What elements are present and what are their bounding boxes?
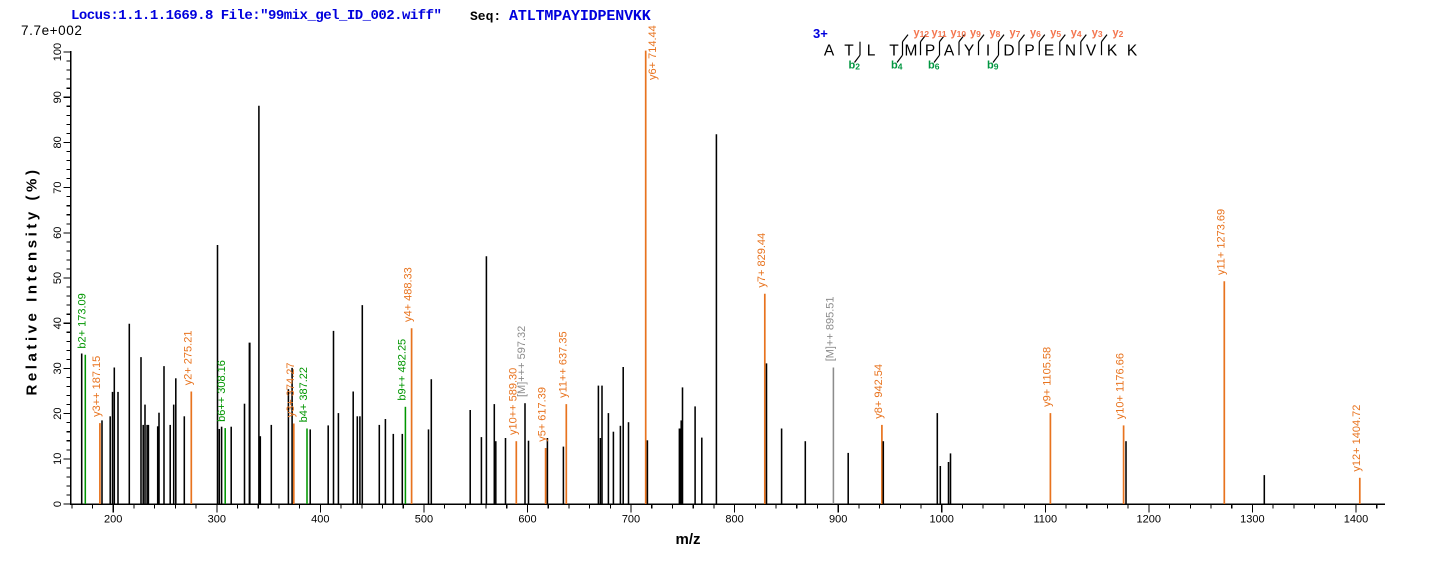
svg-text:y8+ 942.54: y8+ 942.54 [873, 364, 885, 419]
svg-text:y10+ 1176.66: y10+ 1176.66 [1115, 353, 1127, 419]
svg-text:[M]++ 895.51: [M]++ 895.51 [824, 296, 836, 361]
svg-text:y9+ 1105.58: y9+ 1105.58 [1041, 347, 1053, 407]
svg-text:b9++ 482.25: b9++ 482.25 [396, 339, 408, 401]
svg-text:P: P [925, 43, 935, 60]
svg-text:60: 60 [52, 227, 64, 239]
svg-text:y11++ 637.35: y11++ 637.35 [557, 331, 569, 397]
svg-text:A: A [824, 43, 835, 60]
svg-text:E: E [1044, 43, 1054, 60]
svg-text:1100: 1100 [1033, 513, 1057, 525]
svg-text:1300: 1300 [1240, 513, 1264, 525]
svg-text:y5+ 617.39: y5+ 617.39 [537, 387, 549, 442]
svg-text:[M]+++ 597.32: [M]+++ 597.32 [516, 326, 528, 397]
svg-text:y6+ 714.44: y6+ 714.44 [647, 25, 659, 80]
svg-text:20: 20 [52, 407, 64, 419]
svg-text:y11+ 1273.69: y11+ 1273.69 [1215, 209, 1227, 275]
svg-text:40: 40 [52, 317, 64, 329]
svg-text:y5: y5 [1050, 27, 1061, 39]
svg-text:V: V [1086, 43, 1097, 60]
svg-text:b2+ 173.09: b2+ 173.09 [76, 293, 88, 348]
svg-text:T: T [889, 43, 899, 60]
svg-text:y9: y9 [970, 27, 981, 39]
svg-text:1400: 1400 [1344, 513, 1368, 525]
svg-text:300: 300 [208, 513, 226, 525]
svg-text:400: 400 [311, 513, 329, 525]
svg-text:800: 800 [725, 513, 743, 525]
svg-text:y10: y10 [951, 27, 967, 39]
svg-text:M: M [905, 43, 918, 60]
svg-text:y11: y11 [932, 27, 947, 39]
svg-text:200: 200 [104, 513, 122, 525]
svg-text:y2: y2 [1113, 27, 1124, 39]
svg-text:b4+ 387.22: b4+ 387.22 [298, 367, 310, 422]
svg-text:D: D [1003, 43, 1014, 60]
svg-text:Y: Y [964, 43, 974, 60]
svg-text:N: N [1065, 43, 1076, 60]
svg-text:y8: y8 [990, 27, 1001, 39]
svg-text:1000: 1000 [929, 513, 953, 525]
svg-text:y6: y6 [1030, 27, 1041, 39]
svg-text:80: 80 [52, 136, 64, 148]
svg-text:0: 0 [52, 501, 64, 507]
svg-text:y3+ 374.27: y3+ 374.27 [285, 363, 297, 418]
svg-text:K: K [1107, 43, 1118, 60]
svg-text:600: 600 [518, 513, 536, 525]
svg-text:30: 30 [52, 362, 64, 374]
svg-text:y10++ 589.30: y10++ 589.30 [507, 368, 519, 435]
svg-text:10: 10 [52, 453, 64, 465]
svg-text:100: 100 [52, 43, 64, 61]
svg-text:1200: 1200 [1137, 513, 1161, 525]
svg-text:y7+ 829.44: y7+ 829.44 [756, 233, 768, 288]
svg-text:y12: y12 [914, 27, 930, 39]
svg-text:b9: b9 [987, 59, 999, 71]
svg-text:K: K [1127, 43, 1138, 60]
svg-text:y4: y4 [1071, 27, 1082, 39]
svg-text:L: L [867, 43, 876, 60]
svg-text:b4: b4 [891, 59, 903, 71]
svg-text:b6++ 308.16: b6++ 308.16 [216, 360, 228, 422]
svg-text:y7: y7 [1010, 27, 1021, 39]
svg-text:y4+ 488.33: y4+ 488.33 [403, 267, 415, 322]
svg-text:y3++ 187.15: y3++ 187.15 [91, 356, 103, 417]
svg-text:500: 500 [415, 513, 433, 525]
svg-text:b6: b6 [928, 59, 940, 71]
svg-text:70: 70 [52, 181, 64, 193]
svg-text:y12+ 1404.72: y12+ 1404.72 [1351, 405, 1363, 472]
svg-text:90: 90 [52, 91, 64, 103]
svg-text:T: T [844, 43, 854, 60]
svg-text:b2: b2 [849, 59, 861, 71]
svg-text:y2+ 275.21: y2+ 275.21 [182, 331, 194, 386]
svg-text:900: 900 [829, 513, 847, 525]
svg-text:50: 50 [52, 272, 64, 284]
svg-text:y3: y3 [1092, 27, 1103, 39]
svg-text:Relative Intensity (%): Relative Intensity (%) [24, 167, 41, 396]
svg-text:I: I [986, 43, 990, 60]
svg-text:A: A [944, 43, 955, 60]
svg-text:P: P [1024, 43, 1034, 60]
svg-text:700: 700 [622, 513, 640, 525]
svg-text:m/z: m/z [676, 531, 701, 548]
